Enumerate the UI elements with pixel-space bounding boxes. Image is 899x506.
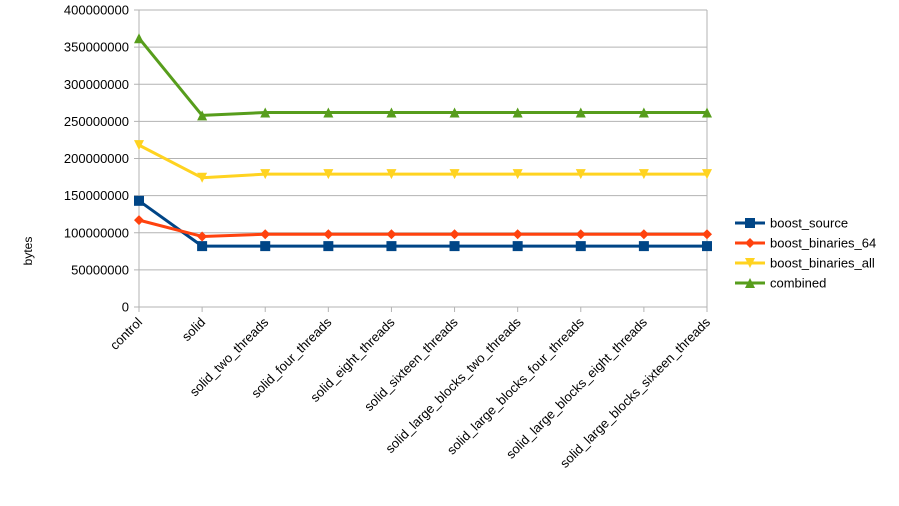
data-point [702,107,712,118]
series-boost-source [134,195,712,252]
legend-marker [745,218,755,228]
y-tick-label: 50000000 [71,262,129,277]
legend-label: boost_binaries_all [770,256,875,271]
legend-marker [745,238,755,248]
x-axis-tick-labels: control solidsolid_two_threadssolid_four_… [107,314,714,471]
series-line [138,199,707,248]
data-point [702,169,712,180]
data-point [512,107,523,118]
data-point [197,231,208,242]
y-tick-label: 200000000 [64,151,129,166]
legend-item-combined: combined [735,276,826,291]
y-tick-label: 0 [122,300,129,315]
data-point [323,241,334,252]
y-axis-title: bytes [21,237,35,266]
data-point [323,107,334,118]
x-tick-label: control [107,314,145,352]
data-point [386,241,397,252]
legend-marker [745,278,755,288]
series-lines [134,33,712,252]
data-point [197,172,208,183]
axes [134,9,708,312]
x-tick-label: solid [179,315,209,345]
legend-item-boost-binaries-64: boost_binaries_64 [735,236,876,251]
data-point [575,169,586,180]
data-point [134,195,144,206]
data-point [197,110,208,121]
gridlines [139,9,707,271]
y-tick-label: 300000000 [64,77,129,92]
data-point [702,229,712,240]
series-line [137,37,707,117]
legend: boost_source boost_binaries_64 boost_binar… [735,216,876,291]
data-point [575,107,586,118]
data-point [197,241,208,252]
data-point [575,241,586,252]
data-point [512,241,523,252]
data-point [323,169,334,180]
y-tick-label: 350000000 [64,40,129,55]
data-point [449,241,460,252]
data-point [323,229,334,240]
data-point [386,169,397,180]
data-point [134,33,144,44]
y-tick-label: 150000000 [64,188,129,203]
legend-label: combined [770,276,826,291]
data-point [702,241,712,252]
data-point [449,229,460,240]
series-boost-binaries-all [134,140,712,183]
series-combined [134,33,712,121]
data-point [449,107,460,118]
legend-item-boost-source: boost_source [735,216,848,231]
data-point [260,229,271,240]
data-point [638,229,649,240]
y-tick-label: 400000000 [64,3,129,18]
data-point [260,169,271,180]
y-axis-tick-labels: 0 50000000 100000000 150000000 200000000 2500… [64,3,129,315]
data-point [638,169,649,180]
series-line [138,218,707,238]
data-point [386,107,397,118]
legend-marker [745,258,755,268]
x-tick-label: solid_large_blocks_four_threads [444,314,587,457]
series-boost-binaries-64 [134,215,712,242]
data-point [638,241,649,252]
series-line [138,143,707,180]
data-point [260,241,271,252]
legend-label: boost_source [770,216,848,231]
data-point [134,140,144,151]
data-point [512,229,523,240]
legend-label: boost_binaries_64 [770,236,876,251]
data-point [638,107,649,118]
data-point [512,169,523,180]
legend-item-boost-binaries-all: boost_binaries_all [735,256,875,271]
x-tick-label: solid_large_blocks_two_threads [382,314,524,456]
data-point [134,215,144,226]
data-point [575,229,586,240]
y-tick-label: 250000000 [64,114,129,129]
data-point [260,107,271,118]
data-point [386,229,397,240]
y-tick-label: 100000000 [64,225,129,240]
data-point [449,169,460,180]
